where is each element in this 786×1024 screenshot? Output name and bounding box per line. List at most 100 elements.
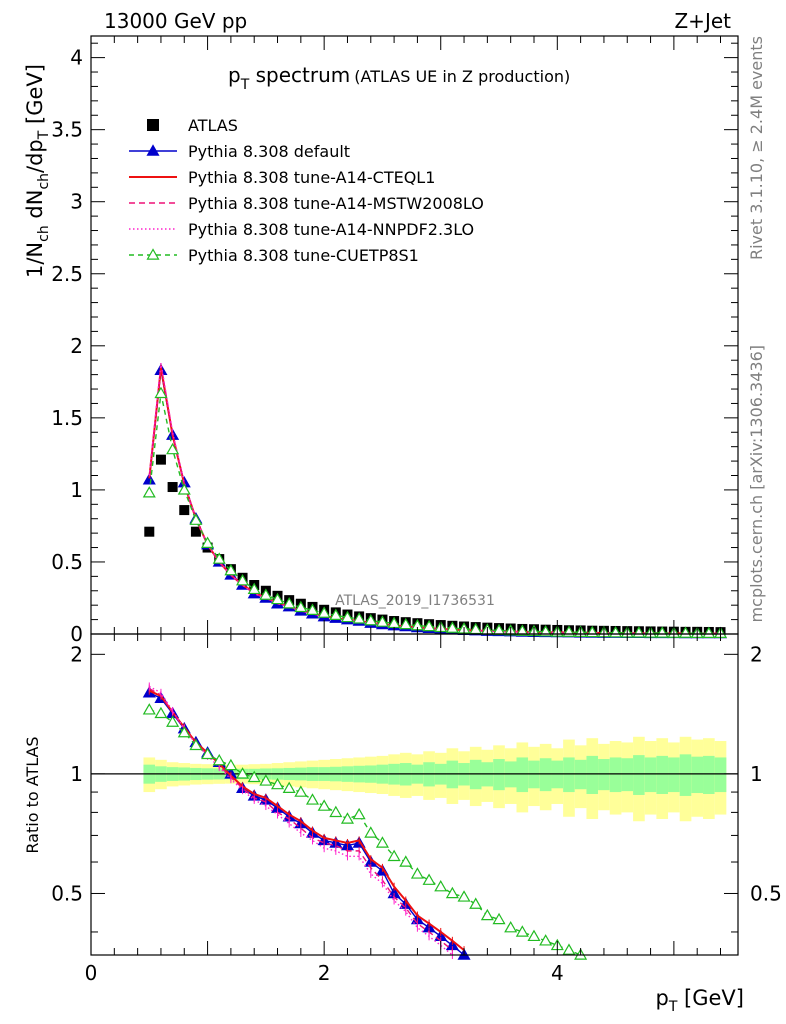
ratio-marker — [480, 908, 494, 921]
legend-label: ATLAS — [188, 116, 238, 135]
y-tick-label: 0 — [70, 622, 83, 646]
y-tick-label: 1 — [70, 478, 83, 502]
rivet-version-label: Rivet 3.1.10, ≥ 2.4M events — [747, 36, 766, 260]
legend-marker-atlas — [147, 119, 159, 131]
ratio-marker — [340, 812, 355, 824]
ratio-marker — [282, 781, 296, 794]
series-marker — [305, 603, 320, 615]
ratio-marker — [317, 799, 331, 811]
ratio-tick-label: 1 — [70, 762, 83, 786]
ratio-marker — [166, 715, 180, 727]
ratio-marker — [504, 920, 518, 933]
energy-label: 13000 GeV pp — [104, 9, 247, 33]
y-tick-label: 4 — [70, 46, 83, 70]
ratio-band-inner — [679, 754, 692, 796]
ylabel-a: 1/N — [23, 242, 47, 278]
ratio-band-inner — [609, 757, 622, 793]
legend-marker — [146, 144, 160, 156]
atlas-data-point — [144, 526, 155, 537]
ratio-band-inner — [703, 755, 715, 794]
title-sub: T — [240, 77, 250, 93]
series-marker — [236, 573, 250, 586]
x-axis-label: pT [GeV] — [655, 986, 744, 1015]
ratio-marker — [294, 785, 308, 797]
ratio-line-3 — [148, 687, 453, 951]
ratio-band-inner — [668, 757, 680, 793]
ratio-marker — [154, 706, 168, 719]
ratio-tick-label-right: 0.5 — [750, 881, 782, 905]
title-note: (ATLAS UE in Z production) — [354, 67, 570, 86]
series-marker — [270, 592, 285, 605]
ratio-tick-label: 2 — [70, 642, 83, 666]
ratio-marker — [352, 807, 366, 820]
series-marker — [352, 612, 366, 624]
plot-title: pT spectrum (ATLAS UE in Z production) — [228, 63, 570, 93]
ylabel-d: ch — [36, 173, 52, 190]
xlabel-c: [GeV] — [677, 986, 744, 1010]
ratio-band-inner — [691, 756, 704, 794]
ratio-band-inner — [656, 755, 669, 794]
legend-label: Pythia 8.308 tune-CUETP8S1 — [188, 246, 419, 265]
y-tick-label: 1.5 — [51, 406, 83, 430]
series-marker — [340, 610, 355, 623]
series-marker — [422, 619, 436, 632]
ratio-tick-label-right: 2 — [750, 642, 763, 666]
process-label: Z+Jet — [674, 9, 731, 33]
ratio-band-inner — [516, 757, 529, 793]
ratio-marker — [422, 873, 436, 885]
ylabel-f: T — [36, 130, 52, 140]
series-marker — [166, 442, 180, 455]
series-marker — [189, 513, 203, 525]
ratio-marker — [329, 805, 343, 818]
ratio-line-2 — [148, 689, 465, 951]
xlabel-b: T — [668, 999, 678, 1015]
title-rest: spectrum — [249, 63, 350, 87]
series-marker — [259, 588, 273, 600]
ratio-tick-label: 0.5 — [51, 881, 83, 905]
ratio-band-inner — [714, 757, 727, 793]
ratio-marker — [562, 943, 576, 955]
ratio-tick-label-right: 1 — [750, 762, 763, 786]
ratio-marker — [270, 777, 285, 790]
legend-marker — [146, 248, 160, 260]
ratio-marker — [387, 849, 401, 862]
atlas-data-point — [155, 454, 166, 465]
legend: ATLAS Pythia 8.308 default Pythia 8.308 tu… — [129, 116, 484, 265]
atlas-data-point — [179, 505, 190, 516]
series-marker — [364, 613, 378, 626]
ratio-band-inner — [598, 759, 610, 791]
y-tick-label: 3 — [70, 190, 83, 214]
series-marker — [375, 615, 389, 627]
ratio-marker — [492, 912, 506, 925]
series-marker — [399, 617, 413, 630]
legend-label: Pythia 8.308 tune-A14-MSTW2008LO — [188, 194, 484, 213]
ratio-series-layer — [142, 682, 588, 960]
x-tick-label: 2 — [318, 961, 331, 985]
ratio-marker — [259, 774, 273, 786]
ratio-uncertainty-bands — [91, 736, 738, 822]
axes-layer: 00.511.522.533.540.5 0.51 12 20 2 4 — [51, 35, 782, 985]
atlas-data-point — [190, 526, 201, 537]
atlas-data-point — [167, 482, 178, 493]
ratio-band-inner — [621, 758, 634, 792]
series-marker — [294, 600, 308, 613]
series-marker — [142, 486, 156, 498]
ratio-marker — [410, 867, 424, 879]
legend-label: Pythia 8.308 default — [188, 142, 350, 161]
x-tick-label: 0 — [85, 961, 98, 985]
legend-label: Pythia 8.308 tune-A14-NNPDF2.3LO — [188, 220, 474, 239]
ratio-line-5 — [149, 709, 581, 956]
xlabel-a: p — [655, 986, 668, 1010]
ratio-band-inner — [493, 759, 505, 791]
ylabel-c: dN — [23, 190, 47, 226]
ratio-marker — [539, 934, 553, 946]
ratio-marker — [527, 929, 541, 942]
ratio-marker — [375, 836, 389, 848]
series-marker — [317, 606, 331, 618]
title-p: p — [228, 63, 241, 87]
ratio-marker — [224, 758, 238, 771]
series-marker — [177, 483, 191, 495]
ratio-marker — [305, 793, 320, 805]
ratio-band-inner — [563, 757, 575, 793]
